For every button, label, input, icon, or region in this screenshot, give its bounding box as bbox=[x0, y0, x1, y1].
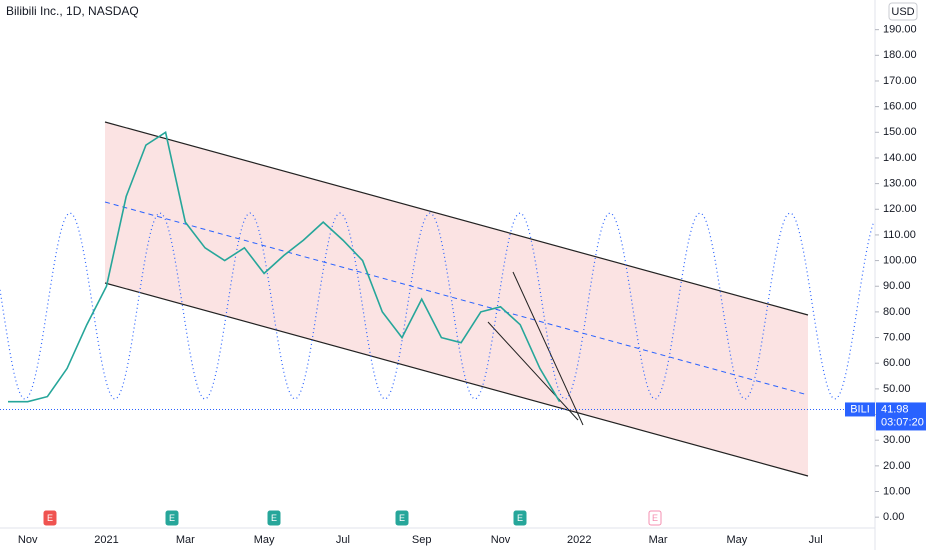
earnings-badge bbox=[513, 510, 527, 526]
x-tick-label: Mar bbox=[649, 534, 668, 546]
x-tick-label: Nov bbox=[491, 534, 511, 546]
x-tick-label: 2021 bbox=[94, 534, 118, 546]
earnings-label: E bbox=[271, 513, 277, 523]
x-tick-label: 2022 bbox=[567, 534, 591, 546]
y-tick-label: 70.00 bbox=[883, 331, 911, 343]
y-tick-label: 140.00 bbox=[883, 152, 917, 164]
wedge-line bbox=[512, 271, 584, 426]
y-tick-label: 190.00 bbox=[883, 24, 917, 36]
channel-top bbox=[104, 121, 809, 316]
channel-bottom bbox=[104, 282, 809, 477]
wedge-line bbox=[487, 321, 579, 421]
earnings-badge bbox=[43, 510, 57, 526]
y-tick-label: 150.00 bbox=[883, 126, 917, 138]
channel-mid bbox=[104, 201, 809, 396]
y-tick-label: 0.00 bbox=[883, 511, 904, 523]
earnings-badge bbox=[267, 510, 281, 526]
earnings-label: E bbox=[169, 513, 175, 523]
y-tick-label: 160.00 bbox=[883, 101, 917, 113]
x-tick-label: Nov bbox=[18, 534, 38, 546]
y-tick-label: 90.00 bbox=[883, 280, 911, 292]
earnings-badge bbox=[395, 510, 409, 526]
x-tick-label: Mar bbox=[176, 534, 195, 546]
x-tick-label: May bbox=[727, 534, 748, 546]
y-tick-label: 30.00 bbox=[883, 434, 911, 446]
x-tick-label: Sep bbox=[412, 534, 432, 546]
symbol-label: BILI bbox=[850, 403, 870, 415]
y-tick-label: 120.00 bbox=[883, 203, 917, 215]
price-tag bbox=[876, 402, 926, 431]
currency[interactable]: USD bbox=[891, 6, 914, 18]
y-tick-label: 60.00 bbox=[883, 357, 911, 369]
y-tick-label: 100.00 bbox=[883, 254, 917, 266]
countdown: 03:07:20 bbox=[881, 416, 924, 428]
price-label: 41.98 bbox=[881, 403, 909, 415]
x-tick-label: May bbox=[254, 534, 275, 546]
y-tick-label: 180.00 bbox=[883, 49, 917, 61]
price-line bbox=[8, 130, 561, 403]
currency-box[interactable] bbox=[888, 2, 918, 21]
chart-title: Bilibili Inc., 1D, NASDAQ bbox=[6, 4, 139, 18]
earnings-label: E bbox=[399, 513, 405, 523]
y-tick-label: 130.00 bbox=[883, 178, 917, 190]
earnings-label: E bbox=[517, 513, 523, 523]
earnings-label: E bbox=[47, 513, 53, 523]
y-tick-label: 170.00 bbox=[883, 75, 917, 87]
y-tick-label: 110.00 bbox=[883, 229, 916, 241]
earnings-badge bbox=[165, 510, 179, 526]
y-tick-label: 10.00 bbox=[883, 485, 911, 497]
y-tick-label: 50.00 bbox=[883, 383, 911, 395]
symbol-tag bbox=[845, 402, 875, 417]
y-tick-label: 20.00 bbox=[883, 460, 911, 472]
x-tick-label: Jul bbox=[809, 534, 823, 546]
earnings-label: E bbox=[652, 513, 658, 523]
earnings-badge bbox=[648, 510, 662, 526]
y-tick-label: 80.00 bbox=[883, 306, 911, 318]
x-tick-label: Jul bbox=[336, 534, 350, 546]
